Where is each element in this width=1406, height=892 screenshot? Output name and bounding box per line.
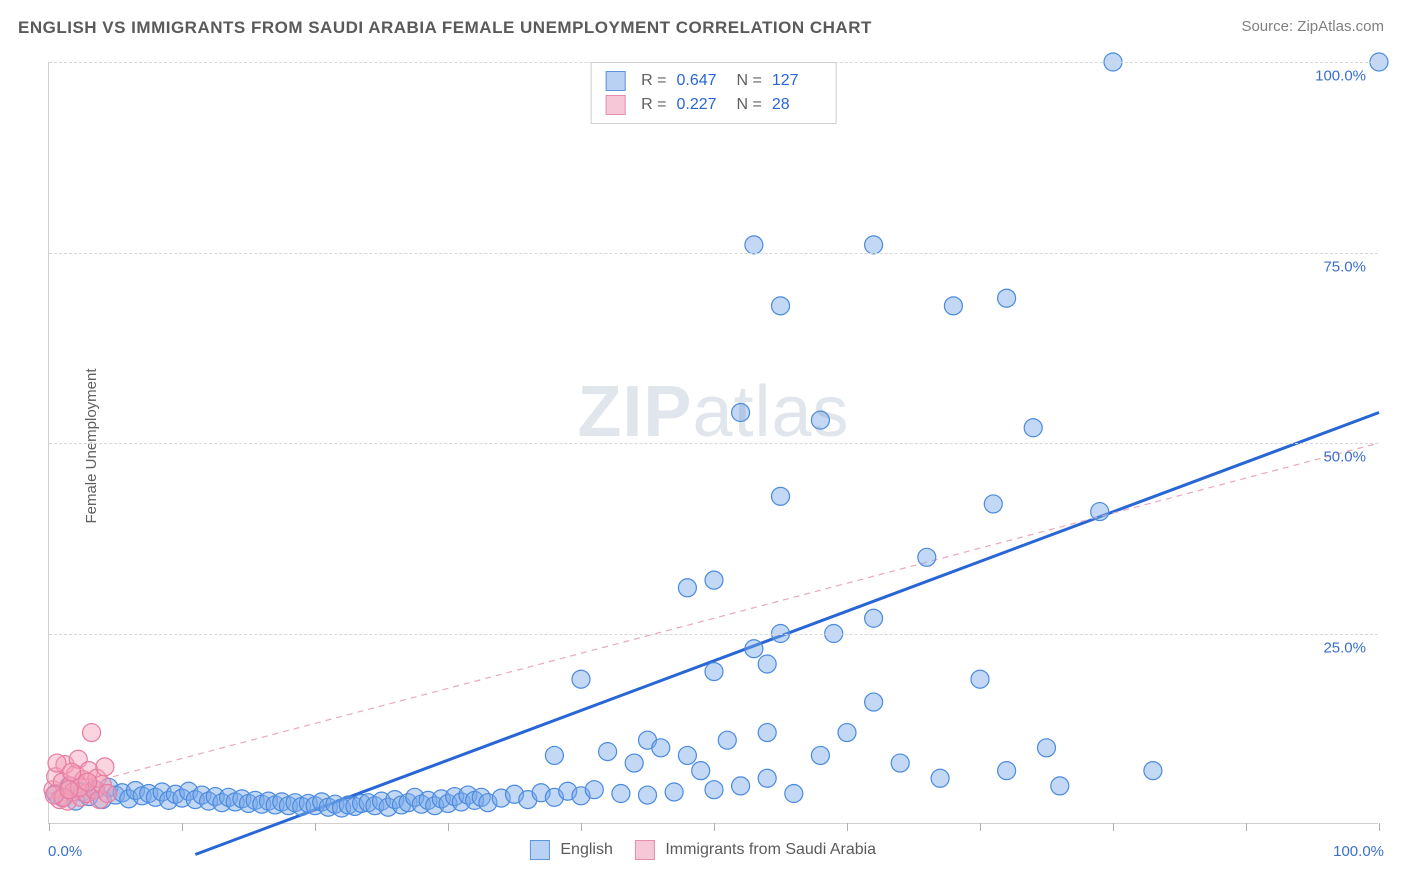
y-tick-label: 75.0% [1323, 258, 1366, 275]
data-point [60, 781, 78, 799]
data-point [772, 487, 790, 505]
x-tick [1113, 823, 1114, 831]
data-point [891, 754, 909, 772]
data-point [639, 786, 657, 804]
r-label: R = [641, 69, 666, 93]
x-tick [448, 823, 449, 831]
swatch-icon [530, 840, 550, 860]
data-point [732, 404, 750, 422]
data-point [758, 724, 776, 742]
x-tick [581, 823, 582, 831]
gridline [49, 634, 1378, 635]
x-tick [1246, 823, 1247, 831]
data-point [612, 785, 630, 803]
data-point [665, 783, 683, 801]
data-point [652, 739, 670, 757]
data-point [625, 754, 643, 772]
data-point [705, 571, 723, 589]
data-point [758, 655, 776, 673]
y-tick-label: 50.0% [1323, 449, 1366, 466]
plot-area: R = 0.647 N = 127 R = 0.227 N = 28 ZIPat… [48, 62, 1378, 824]
r-value: 0.647 [677, 69, 727, 93]
data-point [811, 411, 829, 429]
swatch-icon [605, 71, 625, 91]
data-point [678, 746, 696, 764]
data-point [692, 762, 710, 780]
data-point [1038, 739, 1056, 757]
y-tick-label: 25.0% [1323, 639, 1366, 656]
swatch-icon [605, 95, 625, 115]
data-point [865, 693, 883, 711]
x-tick [49, 823, 50, 831]
data-point [99, 785, 117, 803]
data-point [865, 236, 883, 254]
x-tick [847, 823, 848, 831]
data-point [572, 670, 590, 688]
data-point [545, 746, 563, 764]
data-point [745, 640, 763, 658]
x-tick [315, 823, 316, 831]
r-label: R = [641, 93, 666, 117]
x-tick [1379, 823, 1380, 831]
data-point [745, 236, 763, 254]
data-point [732, 777, 750, 795]
x-origin-label: 0.0% [48, 843, 82, 860]
data-point [984, 495, 1002, 513]
series-legend: English Immigrants from Saudi Arabia [530, 840, 876, 860]
data-point [772, 297, 790, 315]
data-point [971, 670, 989, 688]
source-citation: Source: ZipAtlas.com [1241, 18, 1384, 35]
legend-row-english: R = 0.647 N = 127 [605, 69, 822, 93]
data-point [83, 724, 101, 742]
legend-row-saudi: R = 0.227 N = 28 [605, 93, 822, 117]
data-point [811, 746, 829, 764]
n-value: 127 [772, 69, 822, 93]
data-point [998, 289, 1016, 307]
data-point [599, 743, 617, 761]
x-max-label: 100.0% [1333, 843, 1384, 860]
data-point [931, 769, 949, 787]
data-point [1091, 503, 1109, 521]
chart-title: ENGLISH VS IMMIGRANTS FROM SAUDI ARABIA … [18, 18, 872, 38]
x-tick [182, 823, 183, 831]
data-point [758, 769, 776, 787]
data-point [918, 548, 936, 566]
data-point [944, 297, 962, 315]
n-value: 28 [772, 93, 822, 117]
data-point [998, 762, 1016, 780]
data-point [79, 773, 97, 791]
data-point [585, 781, 603, 799]
x-tick [980, 823, 981, 831]
data-point [678, 579, 696, 597]
n-label: N = [737, 93, 762, 117]
y-tick-label: 100.0% [1315, 68, 1366, 85]
swatch-icon [635, 840, 655, 860]
legend-item-saudi: Immigrants from Saudi Arabia [635, 840, 876, 860]
data-point [705, 663, 723, 681]
x-tick [714, 823, 715, 831]
data-point [838, 724, 856, 742]
legend-label: English [560, 841, 612, 858]
data-point [705, 781, 723, 799]
data-point [865, 609, 883, 627]
data-point [96, 758, 114, 776]
data-point [1144, 762, 1162, 780]
data-point [1024, 419, 1042, 437]
correlation-legend: R = 0.647 N = 127 R = 0.227 N = 28 [590, 62, 837, 124]
gridline [49, 253, 1378, 254]
r-value: 0.227 [677, 93, 727, 117]
data-point [1051, 777, 1069, 795]
legend-label: Immigrants from Saudi Arabia [665, 841, 876, 858]
n-label: N = [737, 69, 762, 93]
gridline [49, 443, 1378, 444]
data-point [785, 785, 803, 803]
data-point [718, 731, 736, 749]
trend-line [49, 443, 1379, 794]
legend-item-english: English [530, 840, 613, 860]
